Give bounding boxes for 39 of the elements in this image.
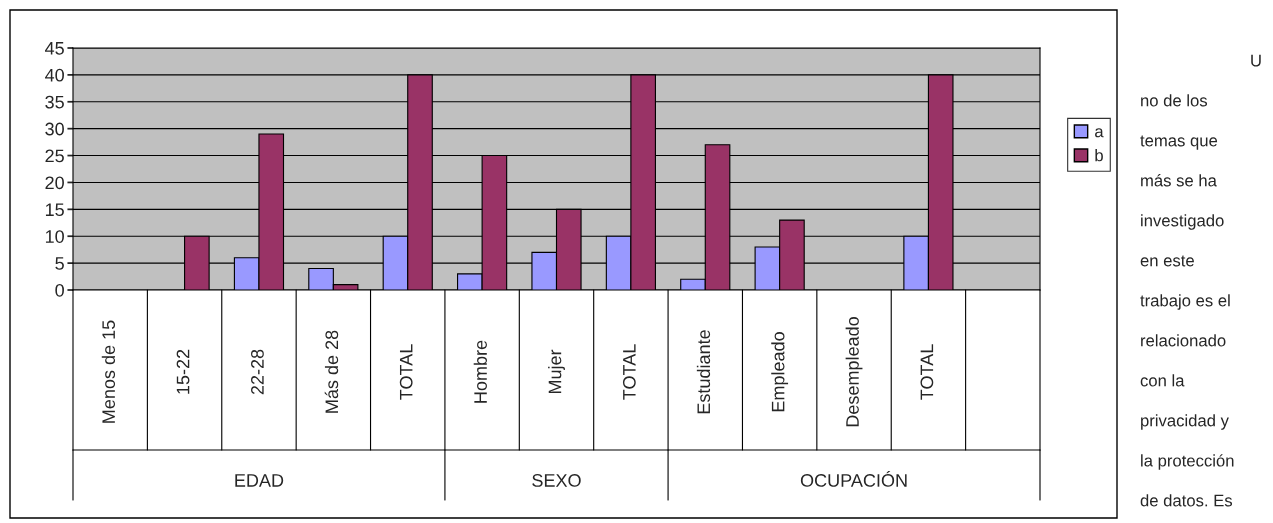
x-tick-label: Hombre (473, 340, 487, 403)
y-tick-label: 20 (45, 176, 64, 190)
text: de datos. Es (1140, 494, 1233, 507)
y-tick-label: 10 (45, 230, 64, 243)
y-tick-label: 45 (45, 42, 64, 55)
text: U (1251, 54, 1261, 67)
x-tick-label: TOTAL (622, 344, 636, 400)
y-tick-label: 30 (45, 122, 64, 136)
text: no de los (1141, 94, 1208, 107)
text: investigado (1141, 214, 1224, 230)
text: SEXO (532, 474, 581, 487)
x-tick-label: Estudiante (696, 330, 711, 414)
legend-label: a (1095, 128, 1104, 138)
text: privacidad y (1141, 414, 1229, 430)
x-tick-label: Más de 28 (324, 330, 339, 413)
text: temas que (1140, 135, 1218, 150)
y-tick-label: 40 (45, 68, 64, 82)
text: con la (1140, 374, 1185, 387)
y-tick-label: 5 (55, 257, 64, 270)
text: más se ha (1141, 174, 1217, 187)
x-tick-label: Menos de 15 (101, 320, 116, 423)
text: relacionado (1141, 334, 1226, 347)
text: la protección (1141, 454, 1234, 470)
text: EDAD (235, 474, 284, 487)
y-tick-label: 15 (45, 203, 64, 217)
y-tick-label: 25 (45, 149, 64, 163)
x-tick-label: Empleado (771, 332, 789, 412)
x-tick-label: TOTAL (399, 344, 413, 400)
x-tick-label: 22-28 (251, 349, 264, 395)
x-tick-label: Desempleado (845, 317, 863, 427)
y-tick-label: 0 (55, 283, 64, 297)
legend-label: b (1095, 149, 1103, 162)
text: en este (1140, 255, 1194, 267)
text: OCUPACIÓN (800, 471, 907, 487)
x-tick-label: Mujer (548, 349, 565, 394)
y-tick-label: 35 (45, 95, 64, 109)
text: trabajo es el (1140, 294, 1230, 310)
x-tick-label: 15-22 (176, 349, 190, 394)
x-tick-label: TOTAL (920, 344, 934, 400)
